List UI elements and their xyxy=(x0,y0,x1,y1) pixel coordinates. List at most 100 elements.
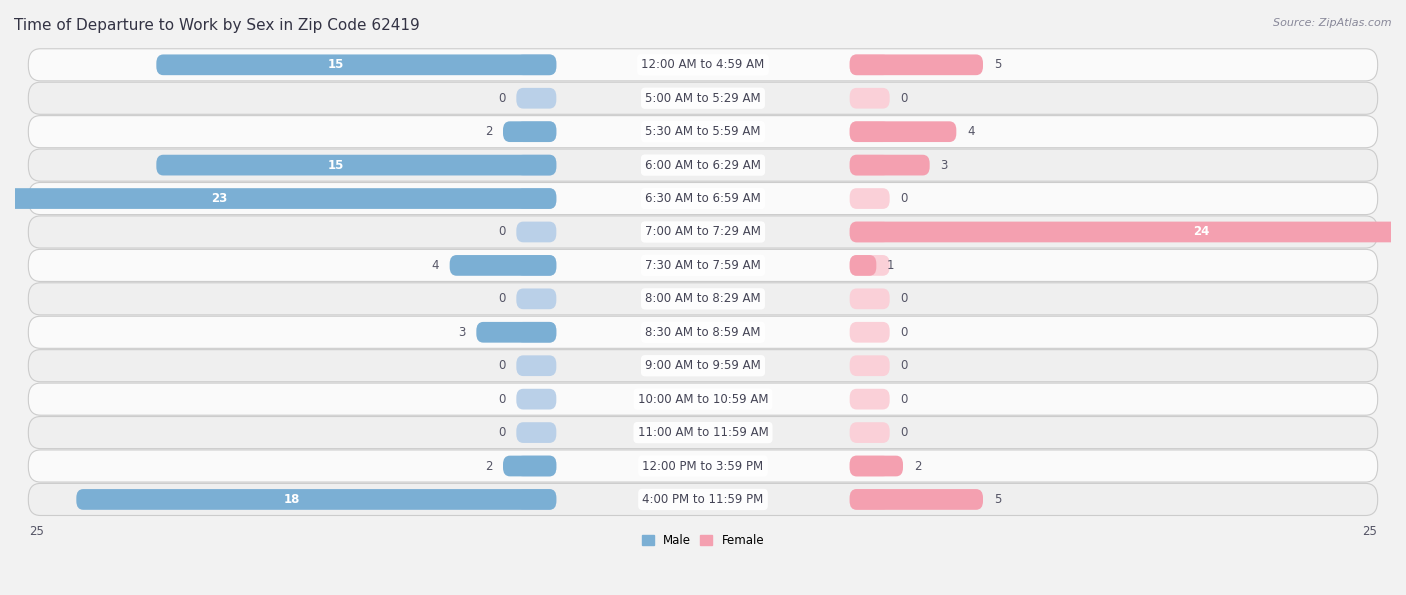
FancyBboxPatch shape xyxy=(28,183,1378,215)
FancyBboxPatch shape xyxy=(477,322,557,343)
Text: 5: 5 xyxy=(994,493,1001,506)
FancyBboxPatch shape xyxy=(849,155,890,176)
FancyBboxPatch shape xyxy=(76,489,557,510)
Text: 5:30 AM to 5:59 AM: 5:30 AM to 5:59 AM xyxy=(645,125,761,138)
Text: 18: 18 xyxy=(284,493,301,506)
FancyBboxPatch shape xyxy=(516,188,557,209)
FancyBboxPatch shape xyxy=(28,115,1378,148)
Text: 0: 0 xyxy=(498,292,506,305)
Text: 3: 3 xyxy=(458,326,465,339)
FancyBboxPatch shape xyxy=(849,188,890,209)
FancyBboxPatch shape xyxy=(849,489,890,510)
Text: 1: 1 xyxy=(887,259,894,272)
FancyBboxPatch shape xyxy=(28,350,1378,382)
FancyBboxPatch shape xyxy=(28,216,1378,248)
Text: 7:00 AM to 7:29 AM: 7:00 AM to 7:29 AM xyxy=(645,226,761,239)
FancyBboxPatch shape xyxy=(849,355,890,376)
Text: 4:00 PM to 11:59 PM: 4:00 PM to 11:59 PM xyxy=(643,493,763,506)
FancyBboxPatch shape xyxy=(849,221,1406,242)
Text: 0: 0 xyxy=(900,92,908,105)
FancyBboxPatch shape xyxy=(450,255,557,275)
Text: 5:00 AM to 5:29 AM: 5:00 AM to 5:29 AM xyxy=(645,92,761,105)
Text: 4: 4 xyxy=(432,259,439,272)
Text: 5: 5 xyxy=(994,58,1001,71)
FancyBboxPatch shape xyxy=(849,255,890,275)
FancyBboxPatch shape xyxy=(849,289,890,309)
Text: 2: 2 xyxy=(485,125,492,138)
Text: 0: 0 xyxy=(498,393,506,406)
FancyBboxPatch shape xyxy=(28,49,1378,81)
Text: 0: 0 xyxy=(900,326,908,339)
FancyBboxPatch shape xyxy=(516,422,557,443)
FancyBboxPatch shape xyxy=(28,483,1378,515)
Text: 10:00 AM to 10:59 AM: 10:00 AM to 10:59 AM xyxy=(638,393,768,406)
FancyBboxPatch shape xyxy=(849,88,890,109)
Text: 0: 0 xyxy=(498,92,506,105)
Text: 3: 3 xyxy=(941,159,948,171)
FancyBboxPatch shape xyxy=(516,322,557,343)
Text: 0: 0 xyxy=(900,359,908,372)
Text: 0: 0 xyxy=(498,426,506,439)
FancyBboxPatch shape xyxy=(849,55,983,75)
FancyBboxPatch shape xyxy=(849,422,890,443)
Text: Source: ZipAtlas.com: Source: ZipAtlas.com xyxy=(1274,18,1392,28)
Text: 12:00 AM to 4:59 AM: 12:00 AM to 4:59 AM xyxy=(641,58,765,71)
Legend: Male, Female: Male, Female xyxy=(637,529,769,552)
FancyBboxPatch shape xyxy=(516,456,557,477)
Text: 8:30 AM to 8:59 AM: 8:30 AM to 8:59 AM xyxy=(645,326,761,339)
Text: 11:00 AM to 11:59 AM: 11:00 AM to 11:59 AM xyxy=(638,426,768,439)
FancyBboxPatch shape xyxy=(516,289,557,309)
Text: 0: 0 xyxy=(498,226,506,239)
FancyBboxPatch shape xyxy=(28,82,1378,114)
FancyBboxPatch shape xyxy=(516,255,557,275)
FancyBboxPatch shape xyxy=(516,155,557,176)
FancyBboxPatch shape xyxy=(516,489,557,510)
Text: 0: 0 xyxy=(900,393,908,406)
Text: 12:00 PM to 3:59 PM: 12:00 PM to 3:59 PM xyxy=(643,459,763,472)
Text: 2: 2 xyxy=(914,459,921,472)
FancyBboxPatch shape xyxy=(849,221,890,242)
FancyBboxPatch shape xyxy=(503,121,557,142)
Text: 4: 4 xyxy=(967,125,974,138)
Text: 0: 0 xyxy=(498,359,506,372)
FancyBboxPatch shape xyxy=(156,55,557,75)
FancyBboxPatch shape xyxy=(849,456,890,477)
FancyBboxPatch shape xyxy=(516,55,557,75)
Text: 7:30 AM to 7:59 AM: 7:30 AM to 7:59 AM xyxy=(645,259,761,272)
Text: 6:30 AM to 6:59 AM: 6:30 AM to 6:59 AM xyxy=(645,192,761,205)
FancyBboxPatch shape xyxy=(156,155,557,176)
FancyBboxPatch shape xyxy=(516,88,557,109)
FancyBboxPatch shape xyxy=(0,188,557,209)
Text: 6:00 AM to 6:29 AM: 6:00 AM to 6:29 AM xyxy=(645,159,761,171)
Text: 15: 15 xyxy=(328,159,344,171)
FancyBboxPatch shape xyxy=(28,149,1378,181)
FancyBboxPatch shape xyxy=(28,316,1378,348)
FancyBboxPatch shape xyxy=(516,389,557,409)
FancyBboxPatch shape xyxy=(849,389,890,409)
FancyBboxPatch shape xyxy=(849,489,983,510)
FancyBboxPatch shape xyxy=(28,450,1378,482)
FancyBboxPatch shape xyxy=(849,155,929,176)
Text: 0: 0 xyxy=(900,192,908,205)
FancyBboxPatch shape xyxy=(516,355,557,376)
Text: 0: 0 xyxy=(900,292,908,305)
FancyBboxPatch shape xyxy=(516,221,557,242)
FancyBboxPatch shape xyxy=(28,249,1378,281)
Text: 2: 2 xyxy=(485,459,492,472)
FancyBboxPatch shape xyxy=(849,255,876,275)
FancyBboxPatch shape xyxy=(849,121,956,142)
Text: Time of Departure to Work by Sex in Zip Code 62419: Time of Departure to Work by Sex in Zip … xyxy=(14,18,420,33)
Text: 15: 15 xyxy=(328,58,344,71)
FancyBboxPatch shape xyxy=(849,456,903,477)
Text: 8:00 AM to 8:29 AM: 8:00 AM to 8:29 AM xyxy=(645,292,761,305)
Text: 9:00 AM to 9:59 AM: 9:00 AM to 9:59 AM xyxy=(645,359,761,372)
FancyBboxPatch shape xyxy=(849,322,890,343)
FancyBboxPatch shape xyxy=(849,121,890,142)
FancyBboxPatch shape xyxy=(516,121,557,142)
Text: 0: 0 xyxy=(900,426,908,439)
FancyBboxPatch shape xyxy=(28,383,1378,415)
FancyBboxPatch shape xyxy=(849,55,890,75)
Text: 24: 24 xyxy=(1194,226,1209,239)
FancyBboxPatch shape xyxy=(28,416,1378,449)
Text: 23: 23 xyxy=(211,192,228,205)
